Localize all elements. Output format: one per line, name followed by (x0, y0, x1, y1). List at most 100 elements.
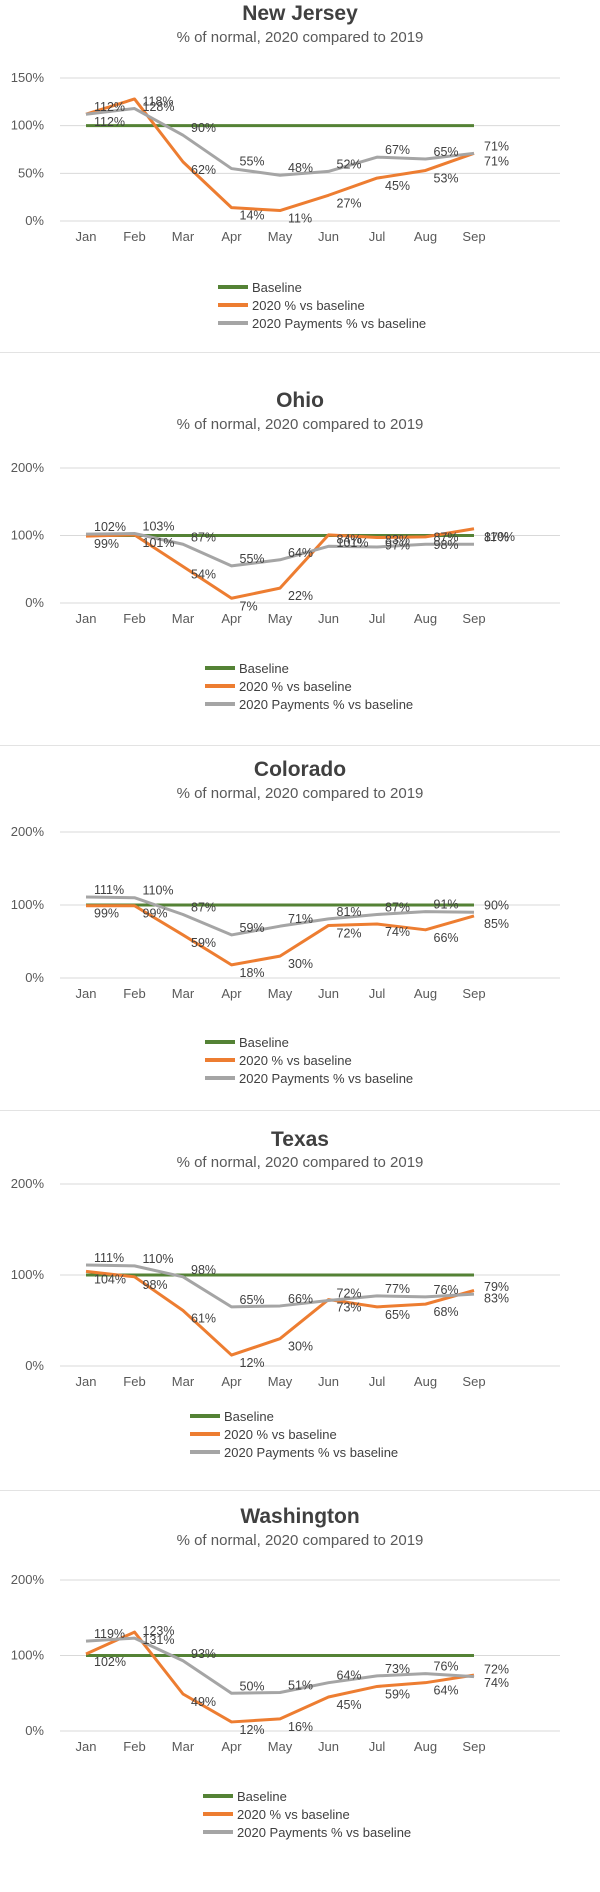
x-tick-label: Jul (369, 1374, 386, 1389)
legend-item-baseline: Baseline (190, 1407, 398, 1425)
data-label: 45% (337, 1698, 362, 1712)
data-label: 87% (434, 530, 459, 544)
x-tick-label: Jul (369, 986, 386, 1001)
data-label: 79% (484, 1280, 509, 1294)
x-tick-label: Jan (76, 229, 97, 244)
data-label: 76% (434, 1660, 459, 1674)
chart-washington: Washington % of normal, 2020 compared to… (0, 1505, 600, 1890)
y-tick-label: 0% (25, 213, 44, 228)
data-label: 59% (385, 1687, 410, 1701)
data-label: 85% (484, 917, 509, 931)
data-label: 101% (143, 536, 175, 550)
legend-item-baseline: Baseline (205, 1033, 413, 1051)
x-tick-label: Feb (123, 611, 145, 626)
chart-title: Washington (240, 1505, 360, 1528)
data-label: 83% (484, 1291, 509, 1305)
legend-swatch-baseline (218, 285, 248, 289)
legend-label: 2020 % vs baseline (239, 678, 352, 694)
data-label: 62% (191, 163, 216, 177)
data-label: 76% (434, 1283, 459, 1297)
x-tick-label: Mar (172, 986, 195, 1001)
chart-plot: 0% 50% 100% 150% Jan Feb Mar Apr May Jun Jul Aug Sep… (11, 70, 560, 244)
data-label: 7% (240, 599, 258, 613)
data-label: 64% (434, 1684, 459, 1698)
data-label: 16% (288, 1720, 313, 1734)
chart-ohio: Ohio % of normal, 2020 compared to 2019 … (0, 385, 600, 725)
data-label: 55% (240, 155, 265, 169)
x-tick-label: Aug (414, 1739, 437, 1754)
chart-subtitle: % of normal, 2020 compared to 2019 (176, 416, 424, 433)
legend-swatch-2020 (190, 1432, 220, 1436)
chart-subtitle: % of normal, 2020 compared to 2019 (176, 1532, 424, 1549)
data-label: 104% (94, 1272, 126, 1286)
legend-label: 2020 % vs baseline (237, 1806, 350, 1822)
x-tick-label: Apr (221, 986, 242, 1001)
data-label: 128% (143, 100, 175, 114)
chart-separator (0, 745, 600, 746)
y-tick-label: 150% (11, 70, 45, 85)
data-label: 14% (240, 209, 265, 223)
data-label: 71% (484, 154, 509, 168)
x-tick-label: Feb (123, 1374, 145, 1389)
data-label: 112% (94, 115, 125, 129)
legend-label: Baseline (239, 660, 289, 676)
x-tick-label: Jun (318, 229, 339, 244)
x-tick-label: Jan (76, 986, 97, 1001)
legend-swatch-payments (205, 702, 235, 706)
chart-plot: 0% 100% 200% Jan Feb Mar Apr May Jun Jul Aug Sep 104… (11, 1176, 560, 1389)
data-label: 68% (434, 1305, 459, 1319)
data-label: 72% (337, 926, 362, 940)
data-label: 98% (434, 538, 459, 552)
chart-legend: Baseline 2020 % vs baseline 2020 Payment… (203, 1787, 411, 1841)
y-tick-label: 0% (25, 1723, 44, 1738)
data-label: 99% (94, 907, 119, 921)
legend-label: 2020 Payments % vs baseline (239, 1070, 414, 1086)
chart-legend: Baseline 2020 % vs baseline 2020 Payment… (218, 278, 426, 332)
data-label: 102% (94, 1655, 126, 1669)
data-label: 67% (385, 143, 410, 157)
data-label: 72% (337, 1286, 362, 1300)
data-label: 50% (240, 1679, 265, 1693)
chart-legend: Baseline 2020 % vs baseline 2020 Payment… (205, 659, 413, 713)
legend-swatch-2020 (218, 303, 248, 307)
chart-plot: 0% 100% 200% Jan Feb Mar Apr May Jun Jul Aug Sep 99%… (11, 460, 560, 626)
data-label: 110% (484, 530, 515, 544)
data-label: 111% (94, 883, 124, 897)
y-tick-label: 200% (11, 460, 45, 475)
data-label: 77% (385, 1282, 410, 1296)
data-label: 97% (385, 539, 410, 553)
x-tick-label: Jul (369, 229, 386, 244)
legend-item-2020: 2020 % vs baseline (190, 1425, 398, 1443)
legend-swatch-baseline (203, 1794, 233, 1798)
x-tick-label: Jan (76, 1739, 97, 1754)
data-label: 65% (240, 1293, 265, 1307)
x-tick-label: Mar (172, 1374, 195, 1389)
data-label: 98% (143, 1278, 168, 1292)
legend-swatch-baseline (205, 666, 235, 670)
legend-swatch-2020 (205, 1058, 235, 1062)
chart-separator (0, 1490, 600, 1491)
x-tick-label: May (268, 1374, 293, 1389)
chart-texas: Texas % of normal, 2020 compared to 2019… (0, 1127, 600, 1487)
x-tick-label: Apr (221, 1374, 242, 1389)
y-tick-label: 200% (11, 824, 45, 839)
data-label: 110% (143, 884, 174, 898)
data-label: 74% (484, 1676, 509, 1690)
data-label: 99% (94, 537, 119, 551)
legend-item-2020: 2020 % vs baseline (205, 1051, 413, 1069)
chart-title: Ohio (276, 389, 324, 412)
data-label: 45% (385, 179, 410, 193)
legend-item-payments: 2020 Payments % vs baseline (205, 695, 413, 713)
data-label: 83% (385, 533, 410, 547)
legend-item-baseline: Baseline (205, 659, 413, 677)
data-label: 30% (288, 957, 313, 971)
legend-swatch-payments (218, 321, 248, 325)
data-label: 103% (143, 519, 175, 533)
data-label: 66% (434, 931, 459, 945)
data-label: 53% (434, 171, 459, 185)
x-tick-label: Jul (369, 1739, 386, 1754)
legend-item-baseline: Baseline (203, 1787, 411, 1805)
legend-label: 2020 % vs baseline (252, 297, 365, 313)
legend-label: Baseline (252, 279, 302, 295)
data-label: 71% (484, 139, 509, 153)
